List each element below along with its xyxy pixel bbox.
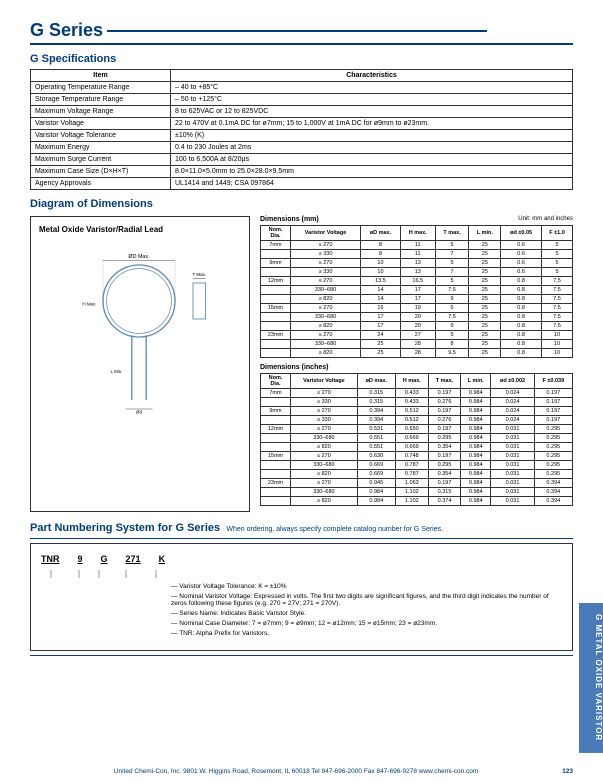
- dim-table-mm: Nom. Dia.Varistor VoltageøD max.H max.T …: [260, 225, 573, 358]
- mm-title: Dimensions (mm): [260, 216, 319, 223]
- unit-label: Unit: mm and inches: [518, 216, 573, 223]
- page-title: G Series: [30, 20, 573, 45]
- spec-th-char: Characteristics: [171, 70, 573, 82]
- pn-code: 9: [78, 554, 83, 564]
- diagram-title: Metal Oxide Varistor/Radial Lead: [39, 225, 241, 234]
- pn-line: — Varistor Voltage Tolerance: K = ±10%: [171, 583, 562, 590]
- pn-line: — Series Name: Indicates Basic Varistor …: [171, 610, 562, 617]
- specs-heading: G Specifications: [30, 53, 573, 65]
- footer-text: United Chemi-Con, Inc. 9801 W. Higgins R…: [114, 768, 479, 775]
- spec-th-item: Item: [31, 70, 171, 82]
- pn-code: 271: [126, 554, 141, 564]
- pn-line: — Nominal Varistor Voltage: Expressed in…: [171, 593, 562, 607]
- svg-text:L Min.: L Min.: [110, 369, 122, 374]
- partnum-bracket: [41, 570, 561, 578]
- partnum-heading: Part Numbering System for G Series: [30, 522, 220, 534]
- pn-code: TNR: [41, 554, 60, 564]
- in-title: Dimensions (inches): [260, 364, 328, 371]
- varistor-diagram: ØD Max. T Max. H Max. L Min. Ød: [39, 238, 239, 418]
- svg-text:H Max.: H Max.: [82, 302, 96, 307]
- diagram-box: Metal Oxide Varistor/Radial Lead ØD Max.…: [30, 216, 250, 512]
- partnum-box: TNR 9 G 271 K — Varistor Voltage Tolerance: …: [30, 543, 573, 651]
- specs-table: Item Characteristics Operating Temperatu…: [30, 69, 573, 190]
- partnum-note: When ordering, always specify complete c…: [226, 526, 443, 533]
- dim-table-in: Nom. Dia.Varistor VoltageøD max.H max.T …: [260, 373, 573, 506]
- svg-text:Ød: Ød: [136, 410, 143, 415]
- svg-text:ØD Max.: ØD Max.: [128, 254, 149, 260]
- page-number: 123: [562, 768, 573, 775]
- pn-line: — Nominal Case Diameter: 7 = ø7mm; 9 = ø…: [171, 620, 562, 627]
- diagram-heading: Diagram of Dimensions: [30, 198, 573, 210]
- sidebar-tab: G METAL OXIDE VARISTOR: [579, 603, 603, 753]
- pn-code: K: [159, 554, 166, 564]
- pn-code: G: [101, 554, 108, 564]
- svg-text:T Max.: T Max.: [192, 272, 206, 277]
- pn-line: — TNR: Alpha Prefix for Varistors.: [171, 630, 562, 637]
- footer: United Chemi-Con, Inc. 9801 W. Higgins R…: [30, 768, 573, 775]
